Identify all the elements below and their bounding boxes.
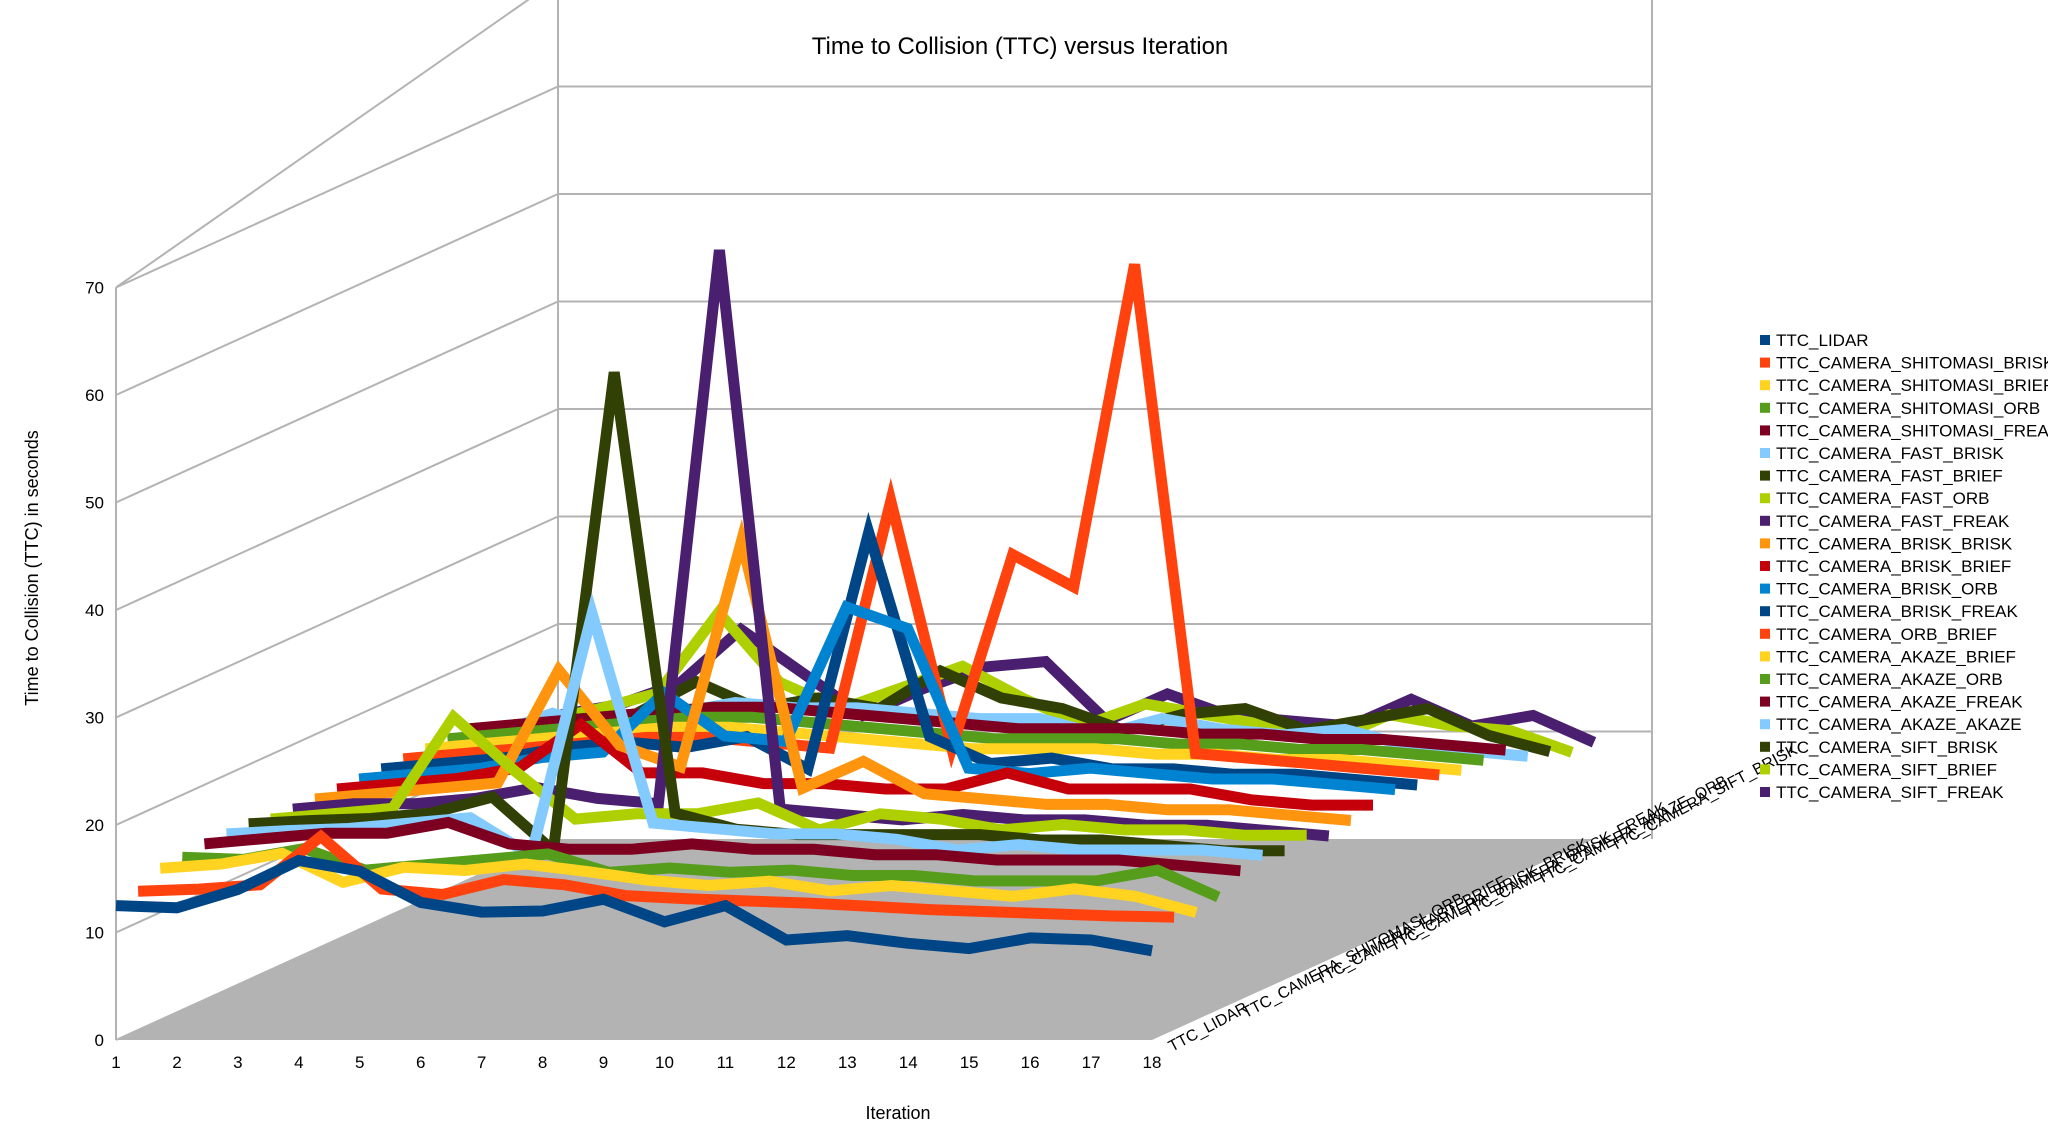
y-tick-label: 40 — [85, 601, 104, 620]
x-tick-label: 11 — [717, 1053, 735, 1072]
legend-swatch — [1760, 696, 1770, 707]
legend-entry-label: TTC_CAMERA_ORB_BRIEF — [1776, 625, 1997, 644]
y-tick-label: 60 — [85, 386, 104, 405]
legend-entry-label: TTC_CAMERA_SIFT_FREAK — [1776, 783, 2004, 802]
x-tick-label: 7 — [477, 1053, 486, 1072]
legend-entry-label: TTC_CAMERA_AKAZE_BRIEF — [1776, 647, 2016, 666]
series-line — [513, 664, 1552, 757]
legend-swatch — [1760, 583, 1770, 594]
x-axis-label: Iteration — [865, 1103, 930, 1123]
x-tick-label: 1 — [111, 1053, 120, 1072]
legend-swatch — [1760, 674, 1770, 684]
legend: TTC_LIDAR TTC_CAMERA_SHITOMASI_BRISK TTC_C… — [1760, 331, 2048, 802]
legend-entry-label: TTC_CAMERA_AKAZE_FREAK — [1776, 693, 2023, 712]
legend-swatch — [1760, 470, 1770, 481]
y-axis-label: Time to Collision (TTC) in seconds — [22, 430, 42, 705]
legend-entry-label: TTC_CAMERA_FAST_FREAK — [1776, 512, 2010, 531]
legend-swatch — [1760, 651, 1770, 662]
legend-entry-label: TTC_LIDAR — [1776, 331, 1869, 350]
gridline-side — [115, 408, 559, 611]
legend-entry-label: TTC_CAMERA_AKAZE_AKAZE — [1776, 715, 2022, 734]
legend-entry-label: TTC_CAMERA_FAST_BRIEF — [1776, 467, 2003, 486]
x-tick-label: 2 — [172, 1053, 181, 1072]
x-tick-label: 4 — [294, 1053, 303, 1072]
legend-swatch — [1760, 448, 1770, 458]
side-wall-top-edge — [115, 0, 530, 289]
series-line — [115, 854, 1153, 957]
x-tick-label: 8 — [538, 1053, 547, 1072]
legend-entry-label: TTC_CAMERA_SHITOMASI_FREAK — [1776, 421, 2048, 440]
series-line — [226, 592, 1263, 865]
legend-entry-label: TTC_CAMERA_SHITOMASI_ORB — [1776, 399, 2040, 418]
legend-swatch — [1760, 719, 1770, 730]
legend-swatch — [1760, 380, 1770, 391]
series-line — [270, 708, 1307, 841]
series-line — [137, 829, 1175, 923]
gridline-side — [115, 85, 559, 289]
gridline-side — [115, 300, 559, 504]
legend-swatch — [1760, 561, 1770, 571]
gridline-side — [115, 623, 559, 826]
series-lines — [115, 249, 1597, 957]
series-line — [203, 816, 1241, 877]
x-tick-label: 12 — [777, 1053, 796, 1072]
x-axis-ticks: 1 2 3 4 5 6 7 8 9 10 11 12 13 14 15 16 17 18 — [111, 1053, 1161, 1072]
y-tick-label: 30 — [85, 709, 104, 728]
series-line — [557, 622, 1597, 748]
y-tick-label: 50 — [85, 494, 104, 513]
chart-title: Time to Collision (TTC) versus Iteration — [812, 33, 1229, 60]
x-tick-label: 18 — [1143, 1053, 1162, 1072]
series-line — [314, 518, 1352, 826]
x-tick-label: 9 — [599, 1053, 608, 1072]
x-tick-label: 6 — [416, 1053, 425, 1072]
legend-entry-label: TTC_CAMERA_BRISK_BRISK — [1776, 534, 2013, 553]
legend-entry-label: TTC_CAMERA_SHITOMASI_BRISK — [1776, 354, 2048, 373]
legend-entry-label: TTC_CAMERA_SIFT_BRIEF — [1776, 760, 1997, 779]
x-tick-label: 3 — [233, 1053, 242, 1072]
depth-axis-label: TTC_CAMERA_SIFT_BRISK — [1608, 741, 1801, 854]
x-tick-label: 14 — [899, 1053, 918, 1072]
legend-swatch — [1760, 402, 1770, 413]
legend-swatch — [1760, 606, 1770, 617]
gridline-side — [115, 515, 559, 719]
legend-swatch — [1760, 787, 1770, 797]
y-tick-label: 20 — [85, 816, 104, 835]
x-tick-label: 5 — [355, 1053, 364, 1072]
y-tick-label: 0 — [95, 1031, 104, 1050]
x-tick-label: 17 — [1082, 1053, 1101, 1072]
legend-entry-label: TTC_CAMERA_SIFT_BRISK — [1776, 738, 1999, 757]
legend-entry-label: TTC_CAMERA_BRISK_BRIEF — [1776, 557, 2011, 576]
legend-swatch — [1760, 425, 1770, 436]
legend-swatch — [1760, 628, 1770, 639]
x-tick-label: 10 — [655, 1053, 674, 1072]
legend-swatch — [1760, 335, 1770, 345]
legend-entry-label: TTC_CAMERA_AKAZE_ORB — [1776, 670, 2003, 689]
gridline-side — [115, 193, 559, 396]
y-tick-label: 70 — [85, 279, 104, 298]
legend-swatch — [1760, 493, 1770, 504]
legend-swatch — [1760, 538, 1770, 549]
legend-swatch — [1760, 764, 1770, 775]
legend-entry-label: TTC_CAMERA_FAST_ORB — [1776, 489, 1990, 508]
x-tick-label: 16 — [1021, 1053, 1040, 1072]
legend-entry-label: TTC_CAMERA_FAST_BRISK — [1776, 444, 2004, 463]
x-tick-label: 15 — [960, 1053, 979, 1072]
y-tick-label: 10 — [85, 924, 104, 943]
legend-swatch — [1760, 357, 1770, 368]
legend-entry-label: TTC_CAMERA_BRISK_FREAK — [1776, 602, 2018, 621]
series-line — [159, 847, 1198, 918]
x-tick-label: 13 — [838, 1053, 857, 1072]
legend-swatch — [1760, 515, 1770, 526]
y-axis-ticks: 0 10 20 30 40 50 60 70 — [85, 279, 104, 1051]
legend-entry-label: TTC_CAMERA_BRISK_ORB — [1776, 580, 1998, 599]
legend-swatch — [1760, 741, 1770, 752]
legend-entry-label: TTC_CAMERA_SHITOMASI_BRIEF — [1776, 376, 2048, 395]
